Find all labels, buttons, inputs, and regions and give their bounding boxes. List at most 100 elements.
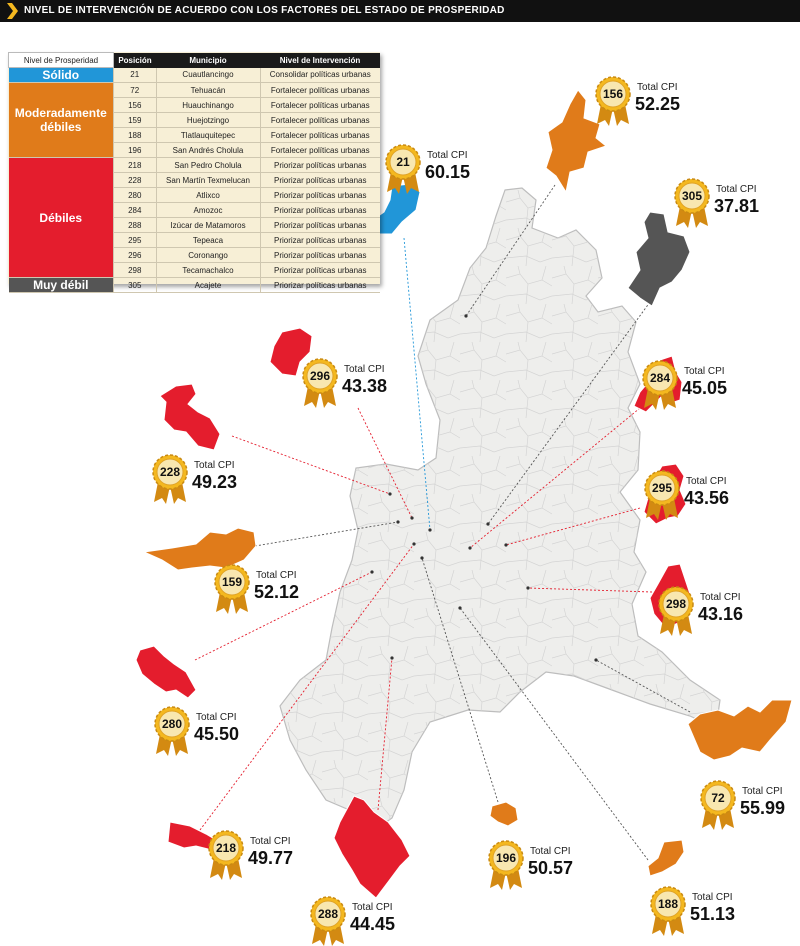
medal-icon (214, 564, 250, 614)
intervention-cell: Fortalecer políticas urbanas (259, 82, 380, 98)
cpi-value: 43.56 (684, 488, 730, 508)
position-cell: 280 (113, 187, 157, 203)
municipality-shape-296 (269, 327, 313, 377)
position-cell: 72 (113, 82, 157, 98)
medal-rank: 156 (602, 87, 624, 101)
intervention-cell: Priorizar políticas urbanas (259, 247, 380, 263)
cpi-label: Total CPI (352, 902, 393, 913)
medal-rank: 21 (396, 155, 410, 169)
cpi-label: Total CPI (427, 150, 468, 161)
intervention-cell: Priorizar políticas urbanas (259, 232, 380, 248)
medal-icon (700, 780, 736, 830)
position-cell: 21 (113, 67, 157, 83)
position-cell: 284 (113, 202, 157, 218)
municipality-shape-188 (647, 839, 685, 877)
municipality-cell: Huejotzingo (156, 112, 260, 128)
leader-line-21 (403, 237, 431, 531)
position-cell: 156 (113, 97, 157, 113)
municipality-cell: Amozoc (156, 202, 260, 218)
municipality-cell: San Pedro Cholula (156, 157, 260, 173)
chevron-right-icon (7, 3, 18, 19)
cpi-label: Total CPI (256, 570, 297, 581)
header-posicion: Posición (113, 52, 156, 68)
medal-icon (658, 586, 694, 636)
position-cell: 288 (113, 217, 157, 233)
prosperity-table: Nivel de Prosperidad Posición Municipio … (8, 52, 380, 293)
table-row: 156 Huauchinango Fortalecer políticas urba… (9, 97, 380, 113)
intervention-cell: Priorizar políticas urbanas (259, 217, 380, 233)
cpi-value: 52.25 (635, 94, 681, 114)
medal-rank: 159 (221, 575, 243, 589)
medal-rank: 284 (649, 371, 671, 385)
intervention-cell: Priorizar políticas urbanas (259, 262, 380, 278)
table-row: Muy débil 305 Acajete Priorizar políticas u… (8, 277, 380, 293)
header-nivel-prosperidad: Nivel de Prosperidad (8, 52, 114, 68)
municipality-cell: Cuautlancingo (156, 67, 260, 83)
municipality-shape-156 (545, 89, 608, 194)
cpi-value: 44.45 (350, 914, 396, 934)
position-cell: 305 (113, 277, 157, 293)
municipality-cell: Tepeaca (156, 232, 260, 248)
prosperity-level-cell: Muy débil (8, 277, 114, 293)
position-cell: 188 (113, 127, 157, 143)
position-cell: 295 (113, 232, 157, 248)
leader-line-196 (421, 557, 499, 803)
leader-line-296 (357, 407, 413, 519)
medal-icon (208, 830, 244, 880)
cpi-value: 50.57 (528, 858, 574, 878)
page-title: NIVEL DE INTERVENCIÓN DE ACUERDO CON LOS… (24, 5, 505, 16)
municipality-shape-196 (489, 801, 519, 827)
cpi-value: 37.81 (714, 196, 760, 216)
medal-icon (302, 358, 338, 408)
cpi-value: 51.13 (690, 904, 736, 924)
cpi-value: 52.12 (254, 582, 300, 602)
table-row: 296 Coronango Priorizar políticas urbanas (9, 247, 380, 263)
intervention-cell: Fortalecer políticas urbanas (259, 97, 380, 113)
table-row: 228 San Martín Texmelucan Priorizar políti… (9, 172, 380, 188)
medal-rank: 72 (711, 791, 725, 805)
table-row: Sólido 21 Cuautlancingo Consolidar política… (8, 67, 380, 83)
municipality-cell: San Martín Texmelucan (156, 172, 260, 188)
leader-line-188 (459, 607, 649, 861)
medal-rank: 218 (215, 841, 237, 855)
intervention-cell: Priorizar políticas urbanas (259, 202, 380, 218)
position-cell: 298 (113, 262, 157, 278)
municipality-cell: Tlatlauquitepec (156, 127, 260, 143)
table-row: 295 Tepeaca Priorizar políticas urbanas (9, 232, 380, 248)
leader-line-159 (254, 521, 399, 547)
municipality-cell: Huauchinango (156, 97, 260, 113)
table-row: 280 Atlixco Priorizar políticas urbanas (9, 187, 380, 203)
municipality-shape-72 (687, 699, 793, 761)
leader-line-288 (377, 657, 393, 811)
table-row: 298 Tecamachalco Priorizar políticas urban… (9, 262, 380, 278)
intervention-cell: Fortalecer políticas urbanas (259, 142, 380, 158)
cpi-label: Total CPI (716, 184, 757, 195)
table-row: Débiles 218 San Pedro Cholula Priorizar pol… (8, 157, 380, 278)
medal-icon (154, 706, 190, 756)
medal-rank: 295 (651, 481, 673, 495)
medal-rank: 280 (161, 717, 183, 731)
medal-icon (650, 886, 686, 936)
cpi-label: Total CPI (530, 846, 571, 857)
medal-rank: 196 (495, 851, 517, 865)
cpi-value: 49.23 (192, 472, 238, 492)
intervention-cell: Priorizar políticas urbanas (259, 277, 380, 293)
cpi-value: 45.50 (194, 724, 240, 744)
cpi-value: 43.38 (342, 376, 388, 396)
header-municipio: Municipio (156, 52, 260, 68)
municipality-cell: San Andrés Cholula (156, 142, 260, 158)
position-cell: 218 (113, 157, 157, 173)
table-row: 288 Izúcar de Matamoros Priorizar política… (9, 217, 380, 233)
position-cell: 159 (113, 112, 157, 128)
leader-line-280 (194, 571, 373, 661)
cpi-value: 45.05 (682, 378, 728, 398)
cpi-value: 55.99 (740, 798, 786, 818)
cpi-label: Total CPI (344, 364, 385, 375)
cpi-value: 60.15 (425, 162, 471, 182)
intervention-cell: Priorizar políticas urbanas (259, 172, 380, 188)
medal-rank: 288 (317, 907, 339, 921)
table-row: 159 Huejotzingo Fortalecer políticas urban… (9, 112, 380, 128)
medal-icon (310, 896, 346, 946)
